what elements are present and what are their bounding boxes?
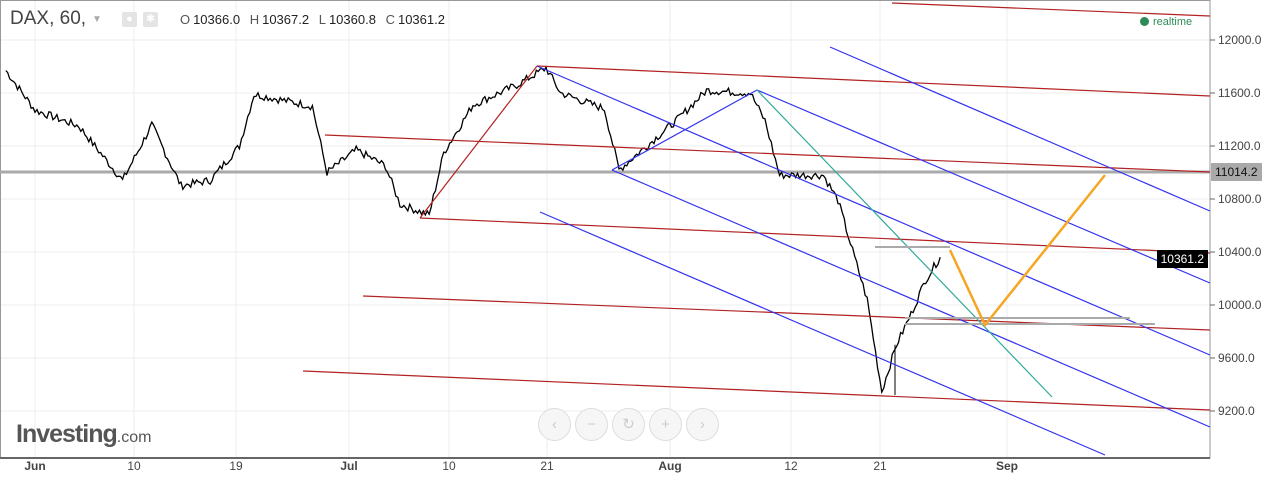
investing-logo: Investing.com	[16, 420, 152, 448]
scroll-left-button[interactable]: ‹	[538, 408, 571, 441]
blue-channel-line	[756, 89, 1211, 284]
realtime-indicator: realtime	[1140, 16, 1192, 28]
x-tick-label: Jul	[340, 459, 358, 473]
last-price-tag: 10361.2	[1156, 250, 1208, 268]
chart-navigation: ‹ − ↻ + ›	[538, 408, 719, 441]
scroll-right-button[interactable]: ›	[686, 408, 719, 441]
y-tick-label: 11200.0	[1218, 139, 1261, 153]
x-tick-label: 21	[540, 459, 554, 473]
red-channel-line	[891, 2, 1211, 17]
zoom-out-button[interactable]: −	[575, 408, 608, 441]
chart-header: DAX, 60, ▼ ● ✱ O 10366.0 H 10367.2 L 10360.…	[10, 8, 445, 30]
blue-channel-line	[611, 89, 758, 171]
x-tick-label: Sep	[995, 459, 1019, 473]
blue-channel-line	[539, 211, 1106, 456]
y-tick-label: 10400.0	[1218, 245, 1262, 259]
x-tick-label: 21	[873, 459, 887, 473]
ohlc-readout: O 10366.0 H 10367.2 L 10360.8 C 10361.2	[179, 11, 445, 27]
y-tick-label: 10800.0	[1218, 192, 1262, 206]
red-channel-line	[419, 217, 1211, 254]
x-tick-label: 10	[442, 459, 456, 473]
status-dot-icon	[1140, 17, 1149, 26]
reset-button[interactable]: ↻	[612, 408, 645, 441]
x-tick-label: Aug	[658, 459, 682, 473]
y-tick-label: 10000.0	[1218, 298, 1262, 312]
blue-channel-line	[611, 169, 1211, 428]
red-channel-line	[302, 370, 1211, 411]
open-value: 10366.0	[193, 11, 241, 27]
red-channel-line	[324, 134, 1211, 173]
red-channel-line	[536, 65, 1211, 97]
low-value: 10360.8	[328, 11, 376, 27]
eye-icon[interactable]: ●	[121, 11, 137, 27]
blue-channel-line	[829, 46, 1211, 212]
price-line	[5, 65, 941, 395]
symbol-title: DAX, 60,	[10, 8, 87, 29]
high-value: 10367.2	[262, 11, 310, 27]
x-tick-label: 19	[229, 459, 243, 473]
x-tick-label: 10	[127, 459, 141, 473]
y-tick-label: 12000.0	[1218, 33, 1262, 47]
x-tick-label: 12	[784, 459, 798, 473]
y-tick-label: 11600.0	[1218, 86, 1261, 100]
orange-projection-path	[948, 174, 1106, 328]
close-value: 10361.2	[397, 11, 445, 27]
zoom-in-button[interactable]: +	[649, 408, 682, 441]
red-channel-line	[419, 65, 538, 219]
y-tick-label: 9600.0	[1218, 351, 1255, 365]
x-tick-label: Jun	[24, 459, 46, 473]
gear-icon[interactable]: ✱	[142, 11, 158, 27]
teal-trend-line	[756, 89, 1053, 398]
chevron-down-icon[interactable]: ▼	[92, 13, 102, 25]
y-tick-label: 9200.0	[1218, 404, 1255, 418]
level-price-tag: 11014.2	[1211, 163, 1262, 181]
